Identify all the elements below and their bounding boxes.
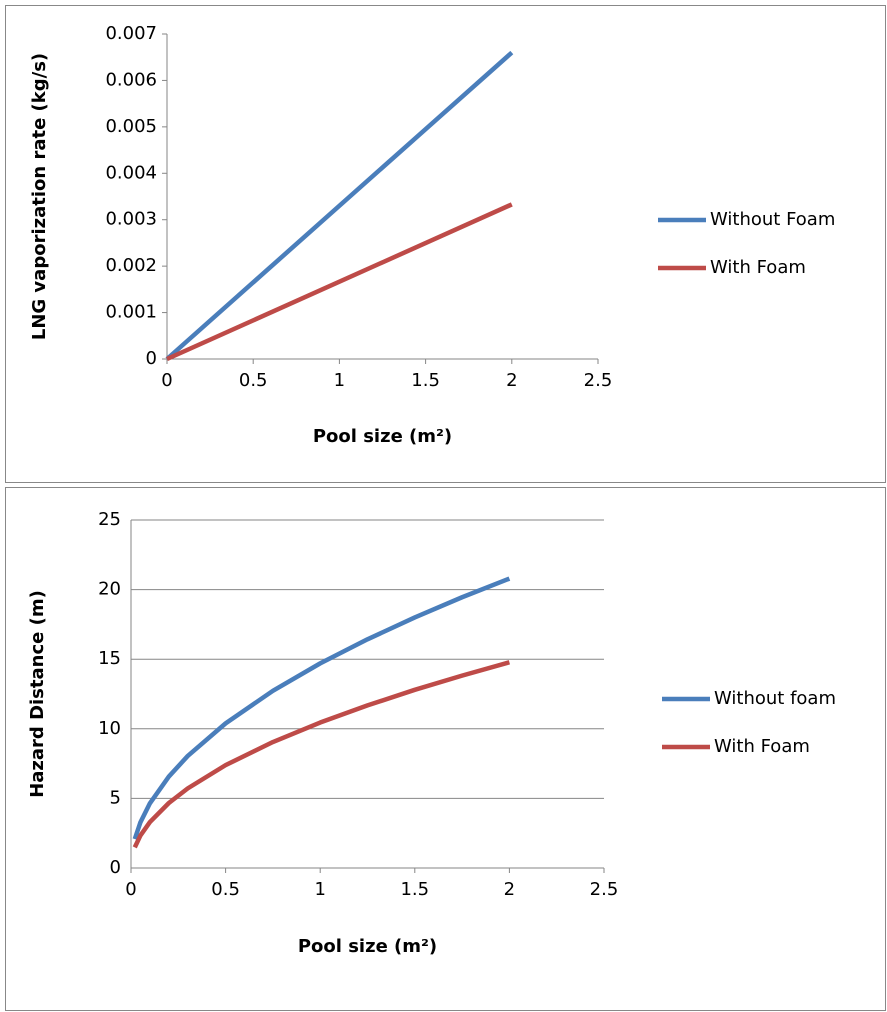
y-tick-label: 0.002: [105, 255, 157, 276]
legend-label: With Foam: [714, 736, 810, 757]
y-tick-label: 20: [98, 579, 121, 600]
y-tick-label: 0.001: [105, 302, 157, 323]
x-tick-label: 0: [161, 370, 172, 391]
series-line: [166, 202, 513, 362]
y-axis-title: Hazard Distance (m): [27, 590, 48, 798]
y-tick-label: 0.006: [105, 69, 157, 90]
x-axis-title: Pool size (m²): [313, 426, 452, 447]
x-tick-label: 1: [334, 370, 345, 391]
x-tick-label: 2.5: [590, 879, 619, 900]
series-line: [132, 576, 511, 840]
x-tick-label: 2.5: [584, 370, 613, 391]
y-tick-label: 0.005: [105, 116, 157, 137]
y-tick-label: 0.003: [105, 209, 157, 230]
chart-frame: [5, 5, 886, 483]
legend-label: With Foam: [710, 257, 806, 278]
y-tick-label: 0.007: [105, 23, 157, 44]
y-tick-label: 15: [98, 648, 121, 669]
y-tick-label: 0.004: [105, 162, 157, 183]
legend-label: Without Foam: [710, 209, 835, 230]
y-axis-title: LNG vaporization rate (kg/s): [29, 53, 50, 340]
chart-frame: [5, 487, 886, 1011]
y-tick-label: 25: [98, 509, 121, 530]
y-tick-label: 0: [110, 857, 121, 878]
y-tick-label: 5: [110, 787, 121, 808]
x-tick-label: 0.5: [239, 370, 268, 391]
x-tick-label: 1.5: [411, 370, 440, 391]
x-tick-label: 0.5: [211, 879, 240, 900]
y-tick-label: 10: [98, 718, 121, 739]
x-tick-label: 1.5: [400, 879, 429, 900]
x-tick-label: 2: [504, 879, 515, 900]
x-tick-label: 2: [506, 370, 517, 391]
series-line: [132, 660, 511, 849]
x-tick-label: 1: [314, 879, 325, 900]
legend-label: Without foam: [714, 688, 836, 709]
y-tick-label: 0: [146, 348, 157, 369]
series-line: [165, 50, 514, 361]
x-tick-label: 0: [125, 879, 136, 900]
x-axis-title: Pool size (m²): [298, 936, 437, 957]
